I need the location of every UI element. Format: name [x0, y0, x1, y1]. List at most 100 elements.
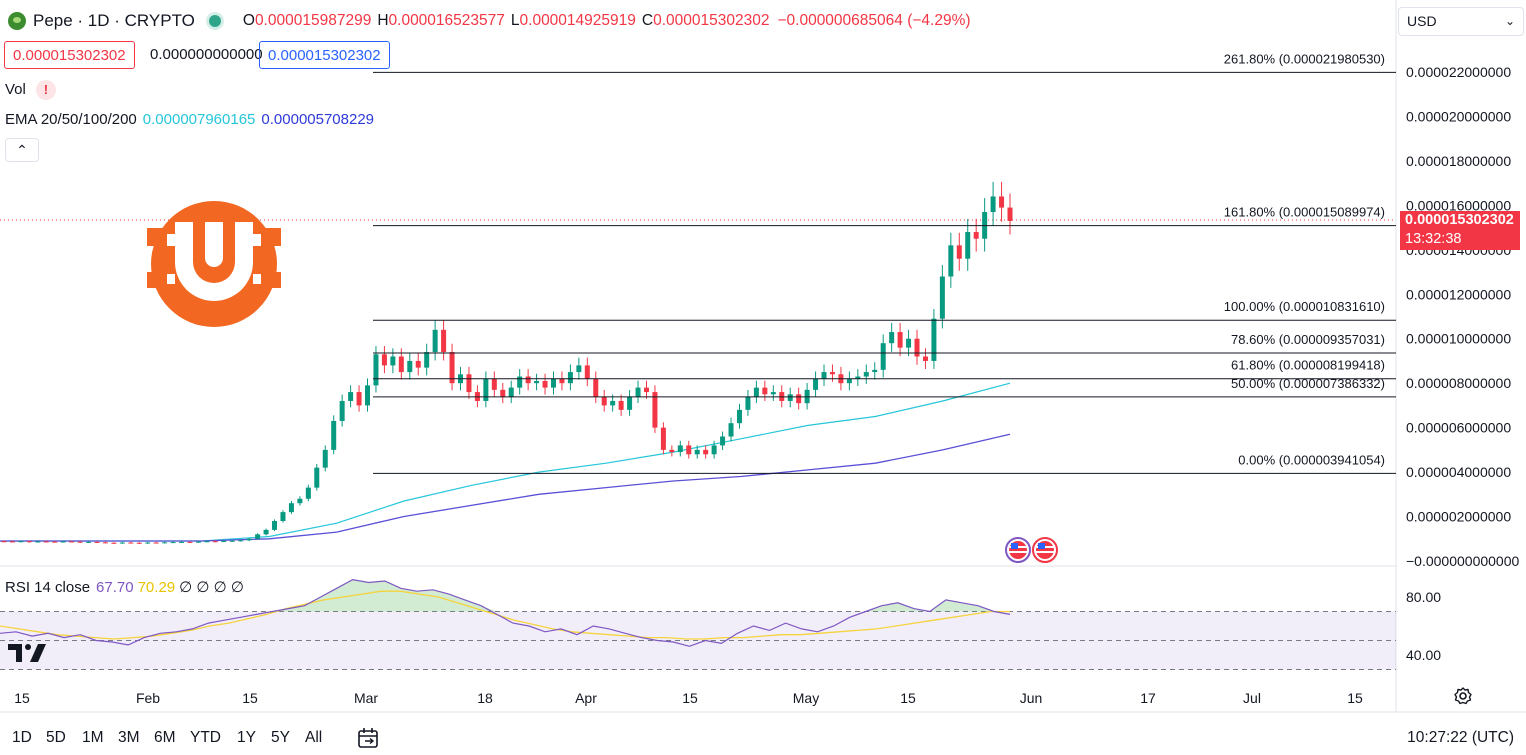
- time-tick-label: Jun: [1020, 690, 1043, 706]
- candle-body: [956, 245, 962, 259]
- time-tick-label: May: [793, 690, 819, 706]
- volume-indicator[interactable]: Vol!: [5, 80, 56, 100]
- price-tick-label: 0.000016000000: [1406, 197, 1511, 213]
- candle-body: [322, 449, 328, 468]
- time-tick-label: Mar: [354, 690, 378, 706]
- symbol-title[interactable]: Pepe · 1D · CRYPTO: [33, 11, 195, 30]
- timeframe-5y[interactable]: 5Y: [271, 729, 290, 746]
- candle-body: [18, 541, 24, 543]
- us-flag-event-icon[interactable]: [998, 536, 1062, 564]
- price-tick-label: 0.000006000000: [1406, 420, 1511, 436]
- candle-body: [948, 245, 954, 277]
- candle-body: [390, 356, 396, 366]
- calendar-range-icon[interactable]: [356, 726, 380, 750]
- grid-layer: [0, 0, 1526, 713]
- candle-body: [255, 534, 261, 539]
- ema-fast-line: [0, 382, 1011, 542]
- candle-body: [965, 232, 971, 259]
- timeframe-all[interactable]: All: [305, 729, 323, 746]
- ema-slow-line: [0, 433, 1011, 542]
- candle-body: [449, 352, 455, 384]
- candle-body: [618, 400, 624, 410]
- candle-body: [128, 542, 134, 544]
- candle-body: [94, 541, 100, 543]
- candle-body: [677, 445, 683, 453]
- price-tick-label: 0.000012000000: [1406, 286, 1511, 302]
- candle-body: [999, 196, 1005, 208]
- candle-body: [229, 540, 235, 542]
- candle-body: [297, 498, 303, 504]
- candle-body: [153, 542, 159, 544]
- time-tick-label: 15: [14, 690, 30, 706]
- timeframe-ytd[interactable]: YTD: [190, 729, 221, 746]
- candle-body: [483, 378, 489, 401]
- fibonacci-levels[interactable]: 261.80% (0.000021980530) 161.80% (0.00001…: [373, 51, 1396, 474]
- candle-body: [939, 276, 945, 319]
- ema-indicator[interactable]: EMA 20/50/100/200 0.000007960165 0.0000057…: [5, 111, 374, 128]
- fib-level-label: 50.00% (0.000007386332): [1231, 376, 1385, 391]
- rsi-line: [0, 578, 1011, 647]
- rsi-value: 67.70: [96, 579, 134, 596]
- candle-body: [846, 378, 852, 384]
- candle-body: [872, 369, 878, 373]
- open-label: O: [242, 12, 255, 29]
- candle-body: [525, 376, 531, 384]
- rsi-ma-line: [0, 590, 1010, 640]
- close-label: C: [641, 12, 654, 29]
- settings-gear-icon[interactable]: [1453, 686, 1473, 706]
- pepe-symbol-icon[interactable]: [8, 12, 26, 30]
- candle-body: [187, 541, 193, 543]
- candle-body: [415, 360, 421, 368]
- fib-level-label: 100.00% (0.000010831610): [1224, 299, 1385, 314]
- candle-body: [897, 332, 903, 348]
- candle-body: [863, 372, 869, 377]
- time-tick-label: 15: [1347, 690, 1363, 706]
- utc-clock[interactable]: 10:27:22 (UTC): [1407, 729, 1514, 746]
- candle-body: [652, 392, 658, 428]
- rsi-pane[interactable]: 80.00 40.00: [0, 578, 1441, 670]
- low-value: 0.000014925919: [519, 12, 636, 29]
- live-status-icon: [208, 15, 221, 27]
- timeframe-5d[interactable]: 5D: [46, 729, 66, 746]
- timeframe-3m[interactable]: 3M: [118, 729, 140, 746]
- currency-selector[interactable]: USD ⌄: [1398, 7, 1524, 36]
- tradingview-logo-icon[interactable]: [8, 642, 48, 664]
- candle-body: [305, 487, 311, 499]
- candle-body: [829, 372, 835, 375]
- candle-body: [567, 372, 573, 384]
- price-axis[interactable]: 0.000022000000 0.000020000000 0.0000180000…: [1406, 64, 1519, 569]
- candle-body: [60, 541, 66, 543]
- buy-price-button[interactable]: 0.000015302302: [259, 41, 390, 69]
- rsi-tick-label: 40.00: [1406, 647, 1441, 663]
- last-price-value: 0.000015302302: [1405, 212, 1514, 228]
- ema-value-slow: 0.000005708229: [261, 111, 375, 128]
- timeframe-6m[interactable]: 6M: [154, 729, 176, 746]
- candle-body: [745, 396, 751, 410]
- candle-body: [35, 541, 41, 543]
- candle-body: [627, 396, 633, 410]
- candle-body: [973, 232, 979, 239]
- price-tick-label: 0.000010000000: [1406, 331, 1511, 347]
- rsi-empty-values: ∅ ∅ ∅ ∅: [179, 579, 244, 596]
- candle-body: [922, 356, 928, 361]
- candle-body: [821, 372, 827, 379]
- time-tick-label: Jul: [1243, 690, 1261, 706]
- warning-icon[interactable]: !: [35, 80, 56, 100]
- candle-body: [593, 378, 599, 397]
- timeframe-1d[interactable]: 1D: [12, 729, 32, 746]
- ema-layer: [0, 382, 1011, 542]
- timeframe-1m[interactable]: 1M: [82, 729, 104, 746]
- rsi-legend[interactable]: RSI 14 close 67.70 70.29 ∅ ∅ ∅ ∅: [5, 578, 244, 596]
- candle-body: [111, 542, 117, 544]
- candle-body: [424, 352, 430, 368]
- candle-body: [635, 387, 641, 397]
- timeframe-1y[interactable]: 1Y: [237, 729, 256, 746]
- sell-price-button[interactable]: 0.000015302302: [4, 41, 135, 69]
- candle-body: [238, 540, 244, 542]
- candle-body: [43, 541, 49, 543]
- candle-body: [889, 332, 895, 344]
- time-axis[interactable]: 15 Feb 15 Mar 18 Apr 15 May 15 Jun 17 Jul 15: [14, 690, 1363, 706]
- bottom-toolbar: 1D 5D 1M 3M 6M YTD 1Y 5Y All 10:27:22 (U…: [0, 720, 1526, 755]
- collapse-chevron-icon[interactable]: ⌃: [5, 138, 39, 162]
